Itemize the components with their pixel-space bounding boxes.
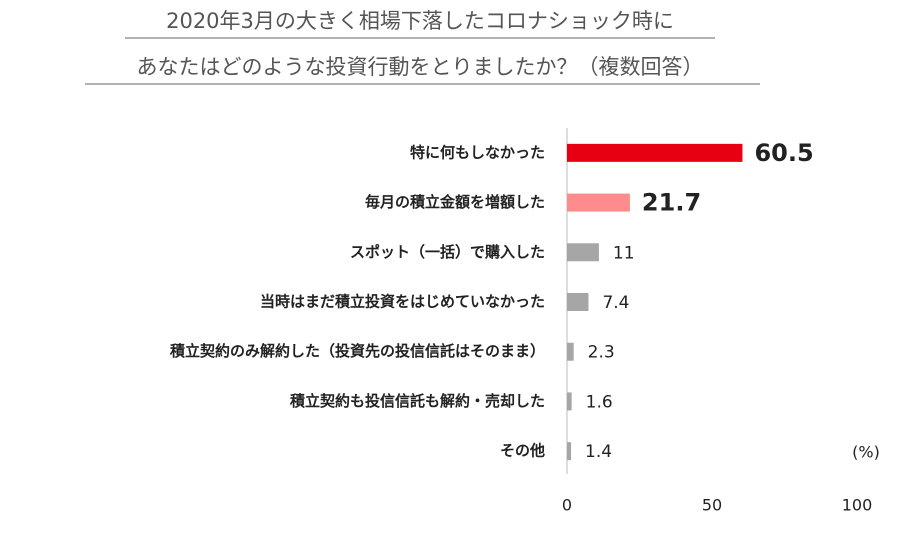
y-tick-label: 毎月の積立金額を増額した [365,193,545,211]
data-label: 21.7 [642,189,701,217]
bar [567,293,589,311]
y-tick-label: 積立契約のみ解約した（投資先の投信信託はそのまま） [169,342,545,360]
data-label: 11 [613,243,635,263]
chart-title: 2020年3月の大きく相場下落したコロナショック時に [166,9,674,33]
x-tick-label: 50 [702,496,722,515]
data-label: 60.5 [754,139,813,167]
y-tick-label: スポット（一括）で購入した [350,243,545,261]
data-label: 1.6 [586,392,613,412]
bar [567,193,630,212]
bar [567,442,572,461]
bar [567,392,572,411]
y-tick-label: その他 [500,442,545,460]
x-tick-label: 0 [562,496,572,515]
data-label: 2.3 [588,343,615,363]
y-tick-label: 積立契約も投信信託も解約・売却した [289,392,545,410]
unit-label: (%) [852,443,880,462]
bar [567,143,743,162]
bar [567,243,599,262]
y-tick-label: 当時はまだ積立投資をはじめていなかった [260,293,545,311]
y-tick-label: 特に何もしなかった [410,143,545,161]
data-label: 7.4 [602,293,629,313]
x-tick-label: 100 [842,496,873,515]
chart-title: あなたはどのような投資行動をとりましたか？（複数回答） [137,55,704,79]
bar [567,342,574,361]
data-label: 1.4 [585,442,612,462]
